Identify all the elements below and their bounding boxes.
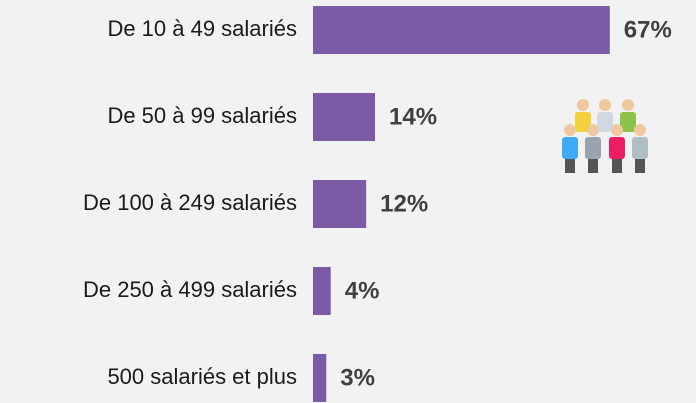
value-label: 67% [624, 16, 672, 43]
bar [313, 93, 376, 141]
value-label: 12% [380, 190, 428, 217]
value-label: 4% [345, 277, 380, 304]
value-label: 14% [389, 103, 437, 130]
category-label: 500 salariés et plus [107, 364, 297, 389]
category-label: De 250 à 499 salariés [83, 277, 297, 302]
bar [313, 180, 367, 228]
category-label: De 10 à 49 salariés [107, 16, 297, 41]
category-label: De 50 à 99 salariés [107, 103, 297, 128]
bar [313, 354, 327, 402]
value-label: 3% [340, 364, 375, 391]
people-icon [562, 99, 648, 173]
bar [313, 267, 331, 315]
category-label: De 100 à 249 salariés [83, 190, 297, 215]
bar [313, 6, 610, 54]
